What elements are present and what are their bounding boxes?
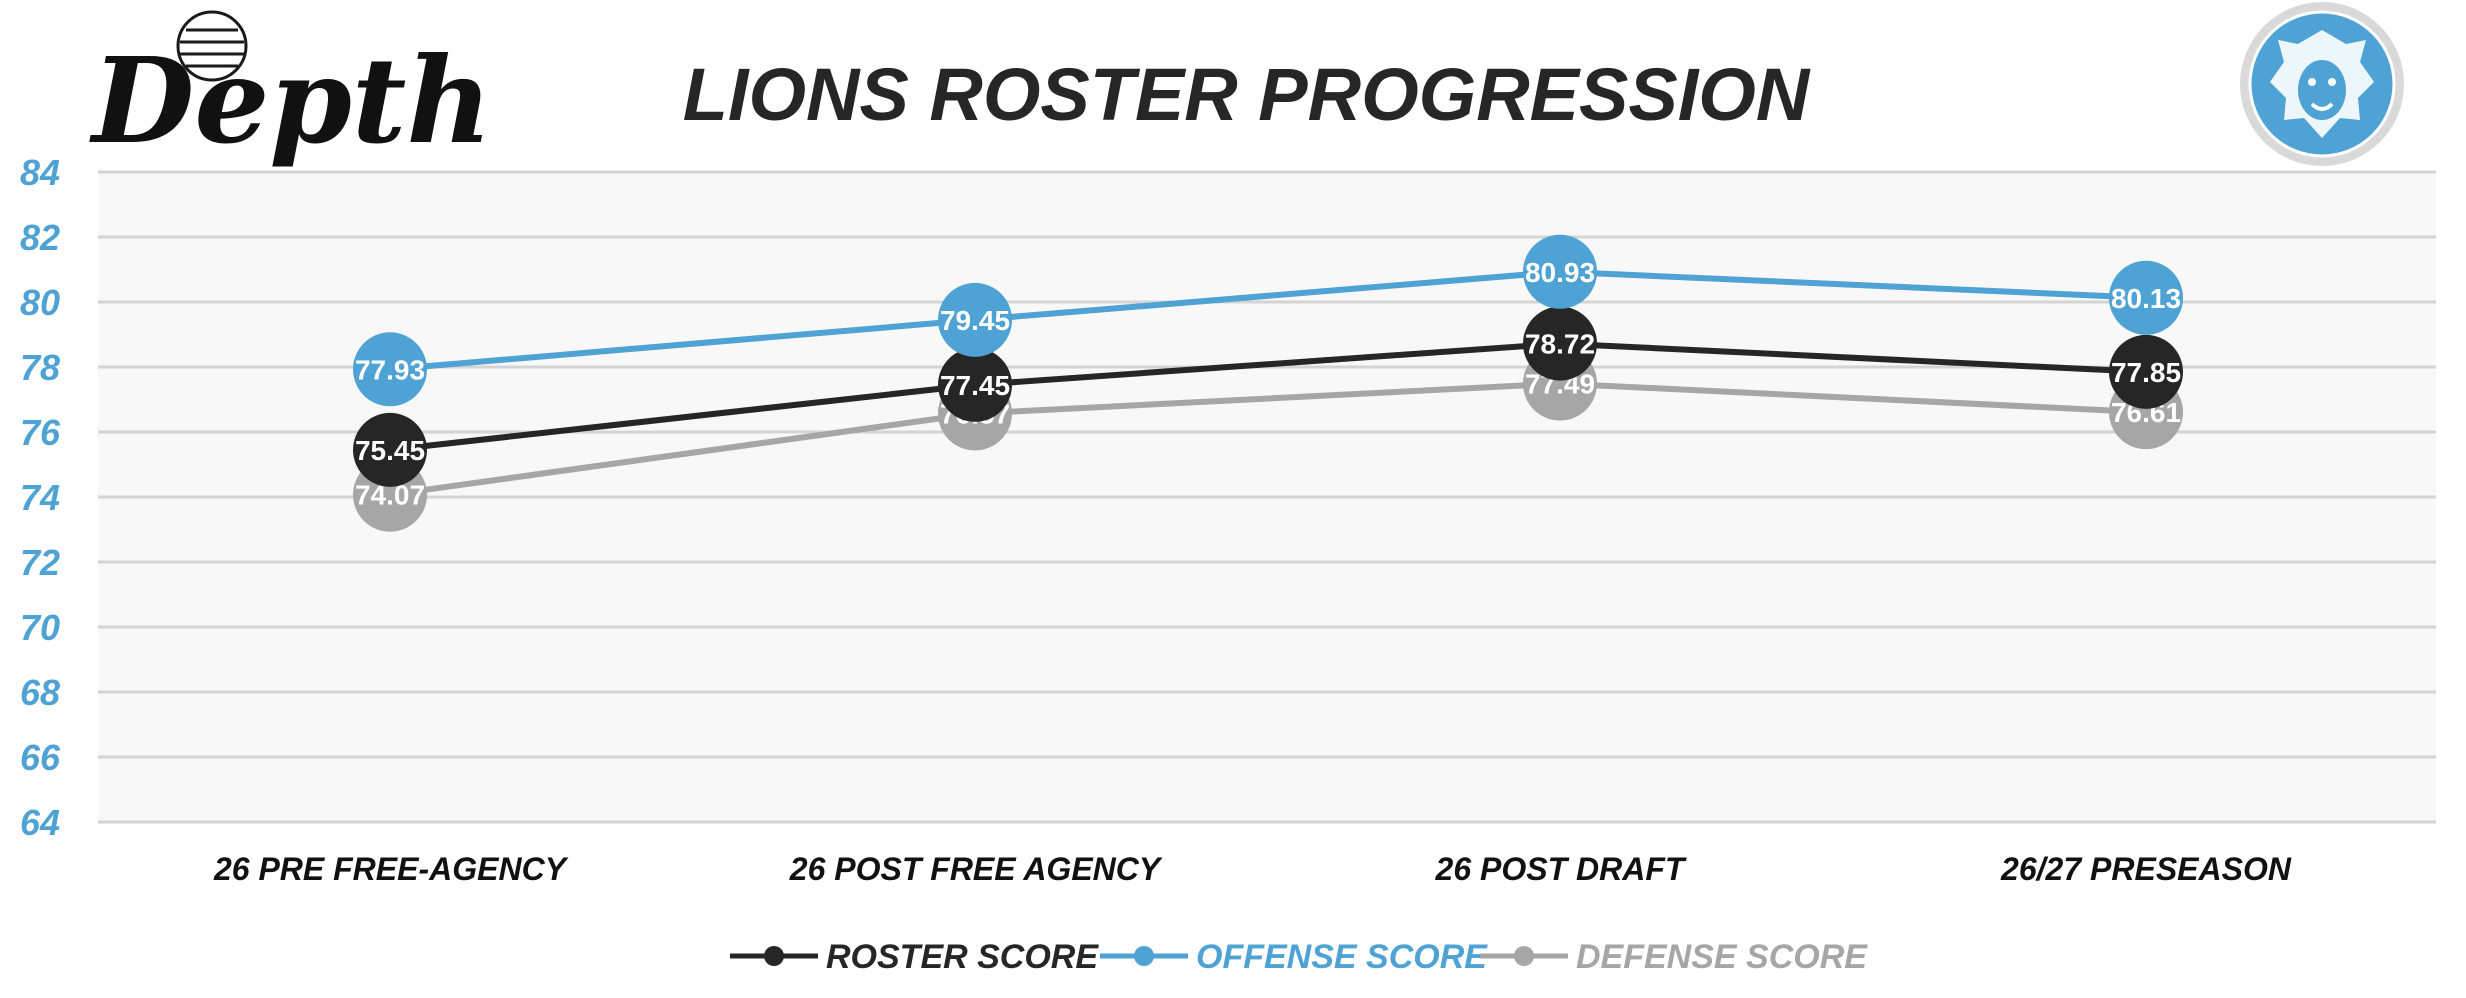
y-tick-label: 82 (20, 217, 60, 258)
data-label: 77.93 (355, 354, 425, 385)
series-line-1 (389, 268, 2147, 373)
data-label: 80.93 (1525, 257, 1595, 288)
data-point (2109, 260, 2183, 335)
data-label: 78.72 (1525, 329, 1595, 360)
lion-badge-icon (2240, 2, 2404, 166)
data-point (2109, 334, 2183, 409)
depth-logo: Depth (89, 10, 492, 170)
y-tick-label: 66 (20, 737, 61, 778)
y-tick-label: 76 (20, 412, 61, 453)
microphone-icon (176, 10, 248, 82)
series-markers: 74.0776.5777.4976.6175.4577.4578.7277.85… (353, 234, 2183, 532)
y-tick-label: 68 (20, 672, 60, 713)
chart-title: LIONS ROSTER PROGRESSION (683, 53, 1811, 136)
y-tick-label: 72 (20, 542, 60, 583)
data-label: 80.13 (2111, 283, 2181, 314)
y-tick-label: 70 (20, 607, 60, 648)
legend-marker (1134, 946, 1154, 966)
data-point (938, 347, 1012, 422)
legend-item-2: DEFENSE SCORE (1480, 938, 1868, 976)
logo-text: Depth (89, 31, 492, 170)
y-tick-label: 80 (20, 282, 60, 323)
legend-item-0: ROSTER SCORE (730, 938, 1099, 976)
x-tick-label: 26 PRE FREE-AGENCY (213, 851, 569, 887)
y-tick-label: 64 (20, 802, 60, 843)
data-point (1523, 234, 1597, 309)
x-tick-label: 26 POST FREE AGENCY (789, 851, 1163, 887)
x-tick-label: 26/27 PRESEASON (2000, 851, 2292, 887)
x-tick-label: 26 POST DRAFT (1435, 851, 1687, 887)
data-point (1523, 306, 1597, 381)
data-label: 75.45 (355, 435, 425, 466)
legend-label: ROSTER SCORE (826, 938, 1099, 976)
data-point (938, 282, 1012, 357)
data-label: 77.85 (2111, 357, 2181, 388)
series-line-0 (389, 340, 2147, 453)
y-tick-label: 74 (20, 477, 60, 518)
y-tick-label: 78 (20, 347, 60, 388)
legend: ROSTER SCORE OFFENSE SCORE DEFENSE SCORE (730, 938, 1868, 976)
legend-marker (1514, 946, 1534, 966)
y-axis-ticks: 84 82 80 78 76 74 72 70 68 66 64 (20, 152, 61, 843)
series-lines (389, 268, 2147, 498)
legend-item-1: OFFENSE SCORE (1100, 938, 1488, 976)
legend-label: OFFENSE SCORE (1196, 938, 1488, 976)
data-point (353, 332, 427, 407)
y-tick-label: 84 (20, 152, 60, 193)
legend-marker (764, 946, 784, 966)
legend-label: DEFENSE SCORE (1576, 938, 1868, 976)
data-point (353, 412, 427, 487)
series-line-2 (389, 380, 2147, 498)
data-label: 79.45 (940, 305, 1010, 336)
data-label: 77.45 (940, 370, 1010, 401)
x-axis-ticks: 26 PRE FREE-AGENCY 26 POST FREE AGENCY 26 … (213, 851, 2292, 887)
